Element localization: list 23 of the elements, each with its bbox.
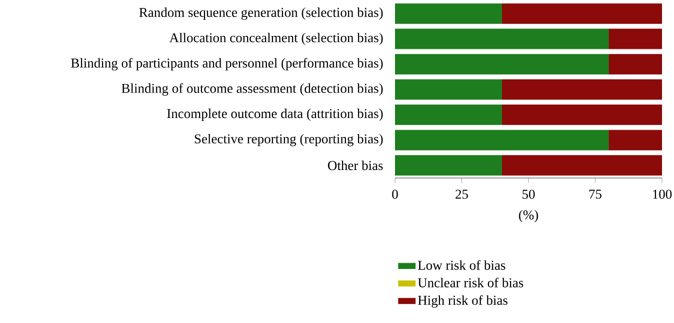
y-tick-label: Allocation concealment (selection bias) (169, 32, 383, 46)
y-tick-label: Incomplete outcome data (attrition bias) (167, 108, 383, 121)
x-tick-label: 75 (589, 190, 602, 199)
y-tick-label: Blinding of participants and personnel (performance bias) (71, 58, 383, 70)
y-tick-label: Other bias (328, 160, 383, 170)
legend-label: Low risk of bias (418, 260, 506, 270)
legend-label: Unclear risk of bias (418, 278, 524, 288)
x-tick-label: 25 (456, 190, 468, 199)
bar (502, 155, 662, 176)
bar (608, 54, 662, 74)
bar (608, 130, 662, 150)
legend-label: High risk of bias (418, 295, 508, 308)
y-tick-label: Blinding of outcome assessment (detection bias) (122, 83, 383, 96)
bar (502, 79, 662, 100)
bar (502, 3, 662, 24)
x-tick-label: 100 (653, 190, 672, 199)
bar (502, 104, 662, 125)
y-tick-label: Selective reporting (reporting bias) (194, 134, 383, 146)
x-axis-title: (%) (518, 210, 538, 222)
x-tick-label: 50 (522, 190, 535, 199)
x-tick-label: 0 (392, 190, 398, 199)
bar (608, 28, 662, 50)
y-tick-label: Random sequence generation (selection bias) (139, 8, 383, 20)
